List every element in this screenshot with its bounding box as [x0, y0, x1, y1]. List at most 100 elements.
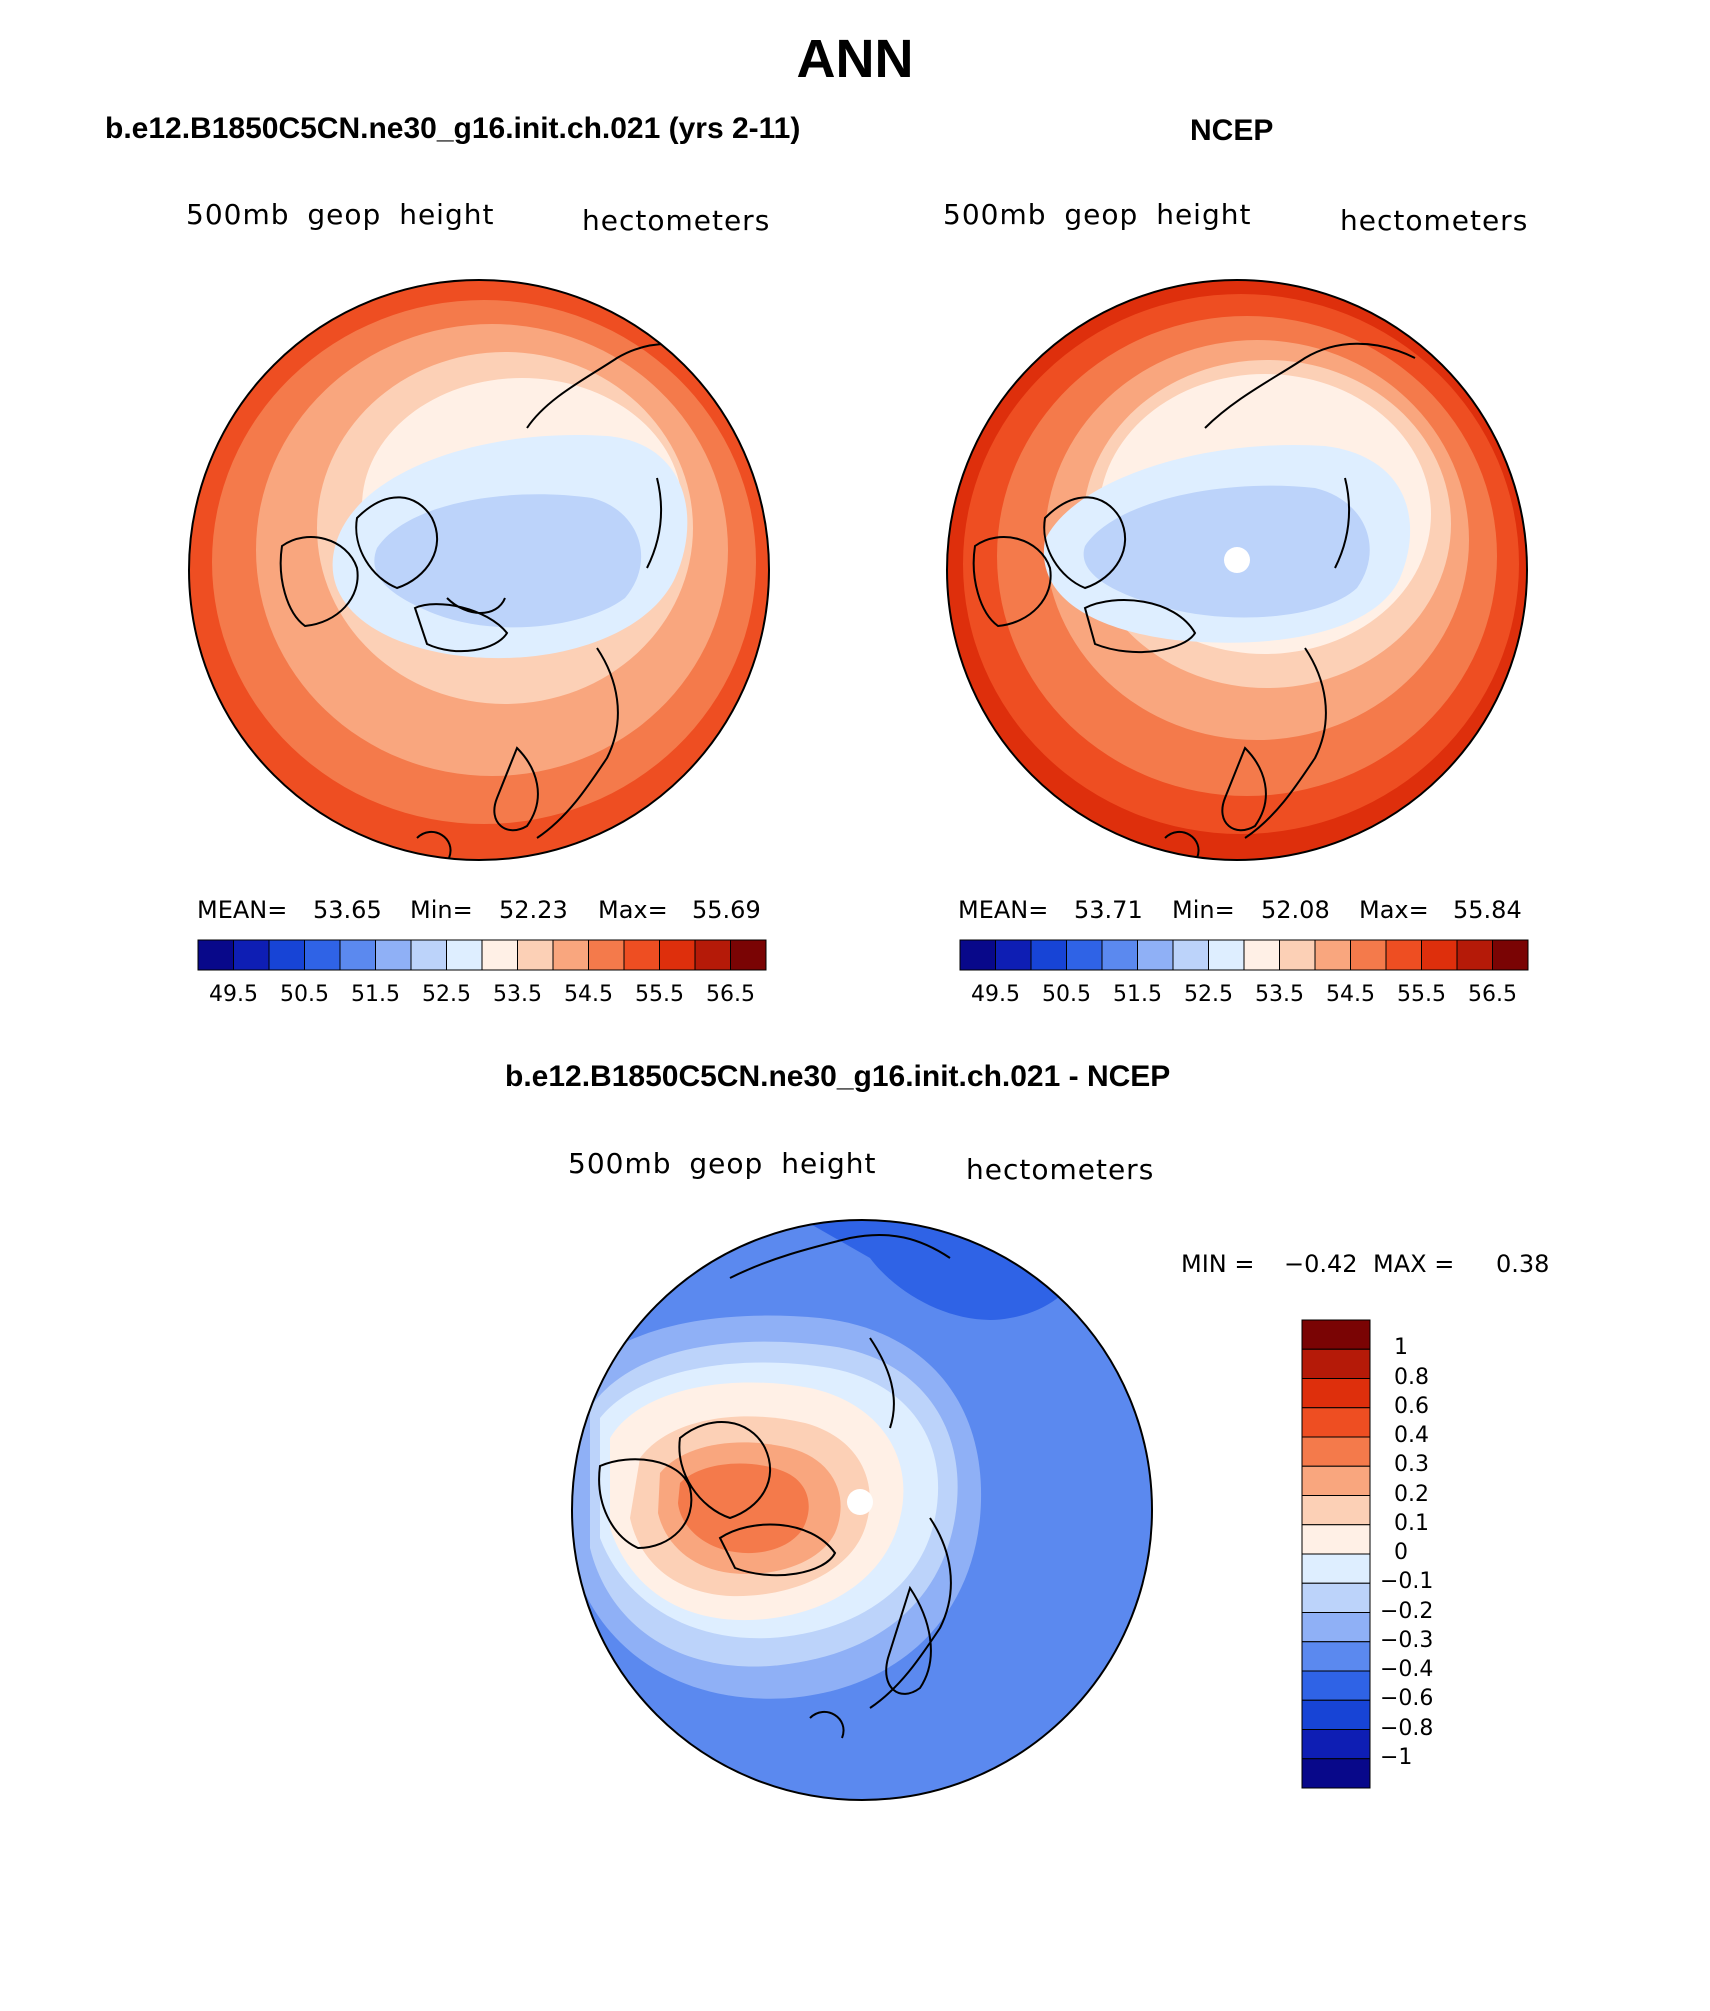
model-colorbar-box [410, 939, 447, 971]
diff-max-label: MAX = [1373, 1250, 1455, 1278]
obs-colorbar-tick-label: 53.5 [1255, 982, 1304, 1007]
diff-polar-map [571, 1219, 1153, 1801]
obs-colorbar-box [1172, 939, 1209, 971]
diff-colorbar-box [1301, 1495, 1371, 1526]
model-mean-value: 53.65 [313, 896, 382, 924]
obs-polar-map [946, 279, 1528, 861]
diff-band-0-4 [678, 1463, 809, 1554]
model-variable-label: 500mb geop height [186, 198, 495, 231]
obs-colorbar-tick-label: 56.5 [1468, 982, 1517, 1007]
obs-colorbar-tick-label: 49.5 [971, 982, 1020, 1007]
diff-colorbar [1301, 1319, 1371, 1789]
model-colorbar-tick-label: 49.5 [209, 982, 258, 1007]
diff-colorbar-tick-label: 0.4 [1394, 1423, 1429, 1448]
model-colorbar-box [623, 939, 660, 971]
diff-panel-title: b.e12.B1850C5CN.ne30_g16.init.ch.021 - N… [505, 1060, 1171, 1093]
diff-colorbar-tick-label: 0.1 [1394, 1510, 1429, 1536]
diff-coastlines [598, 1233, 952, 1739]
obs-colorbar-box [1314, 939, 1351, 971]
diff-colorbar-tick-label: −0.1 [1380, 1569, 1434, 1595]
diff-colorbar-tick-label: −0.8 [1380, 1715, 1434, 1741]
obs-colorbar-box [1243, 939, 1280, 971]
diff-colorbar-box [1301, 1524, 1371, 1555]
model-colorbar-box [694, 939, 731, 971]
obs-pole-marker [1224, 547, 1250, 573]
diff-colorbar-tick-label: −0.3 [1380, 1627, 1434, 1653]
obs-colorbar-box [1101, 939, 1138, 971]
diff-colorbar-tick-label: 0.2 [1394, 1481, 1429, 1507]
diff-colorbar-box [1301, 1348, 1371, 1379]
diff-max-value: 0.38 [1496, 1250, 1550, 1278]
obs-colorbar-tick-label: 54.5 [1326, 982, 1375, 1007]
obs-colorbar-box [1421, 939, 1458, 971]
diff-colorbar-ticks: 1 0.8 0.6 0.4 0.3 0.2 0.1 0 −0.1 −0.2 −0.3 −0.4 −0.6… [1380, 1320, 1480, 1788]
diff-colorbar-box [1301, 1670, 1371, 1701]
diff-min-value: −0.42 [1284, 1250, 1358, 1278]
diff-colorbar-box [1301, 1758, 1371, 1789]
diff-colorbar-box [1301, 1612, 1371, 1643]
obs-min-value: 52.08 [1261, 896, 1330, 924]
diff-colorbar-box [1301, 1553, 1371, 1584]
diff-colorbar-tick-label: 0.6 [1394, 1393, 1429, 1419]
obs-colorbar-tick-label: 51.5 [1113, 982, 1162, 1007]
model-colorbar-tick-label: 55.5 [635, 982, 684, 1007]
model-colorbar-box [481, 939, 518, 971]
obs-colorbar-box [1030, 939, 1067, 971]
diff-units-label: hectometers [966, 1153, 1155, 1186]
diff-colorbar-box [1301, 1582, 1371, 1613]
obs-colorbar-box [1350, 939, 1387, 971]
model-colorbar-tick-label: 50.5 [280, 982, 329, 1007]
model-colorbar-tick-label: 56.5 [706, 982, 755, 1007]
diff-colorbar-tick-label: −0.4 [1380, 1657, 1434, 1682]
obs-colorbar-tick-label: 55.5 [1397, 982, 1446, 1007]
obs-colorbar-box [1385, 939, 1422, 971]
model-colorbar-box [304, 939, 341, 971]
model-colorbar-box [730, 939, 767, 971]
model-units-label: hectometers [582, 204, 771, 237]
page-title: ANN [796, 29, 914, 89]
model-colorbar-box [517, 939, 554, 971]
diff-colorbar-tick-label: 0.3 [1394, 1452, 1429, 1478]
model-panel-title: b.e12.B1850C5CN.ne30_g16.init.ch.021 (yr… [105, 112, 801, 145]
diff-colorbar-tick-label: −1 [1380, 1744, 1413, 1770]
obs-colorbar-box [1492, 939, 1529, 971]
model-colorbar-box [375, 939, 412, 971]
diff-colorbar-box [1301, 1407, 1371, 1438]
model-colorbar-tick-label: 53.5 [493, 982, 542, 1007]
diff-colorbar-box [1301, 1641, 1371, 1672]
model-colorbar-box [339, 939, 376, 971]
model-colorbar-tick-label: 54.5 [564, 982, 613, 1007]
obs-colorbar [959, 939, 1529, 971]
diff-pole-marker [847, 1489, 873, 1515]
diff-colorbar-box [1301, 1465, 1371, 1496]
obs-colorbar-box [1456, 939, 1493, 971]
obs-colorbar-box [995, 939, 1032, 971]
obs-max-label: Max= [1359, 896, 1429, 924]
obs-units-label: hectometers [1340, 204, 1529, 237]
model-colorbar-ticks: 49.5 50.5 51.5 52.5 53.5 54.5 55.5 56.5 [198, 982, 766, 1012]
obs-colorbar-ticks: 49.5 50.5 51.5 52.5 53.5 54.5 55.5 56.5 [960, 982, 1528, 1012]
obs-colorbar-box [1208, 939, 1245, 971]
diff-colorbar-tick-label: 1 [1394, 1335, 1408, 1361]
obs-colorbar-tick-label: 50.5 [1042, 982, 1091, 1007]
model-colorbar-box [197, 939, 234, 971]
obs-mean-label: MEAN= [958, 896, 1049, 924]
model-colorbar-tick-label: 51.5 [351, 982, 400, 1007]
diff-colorbar-tick-label: 0.8 [1394, 1364, 1429, 1390]
obs-variable-label: 500mb geop height [943, 198, 1252, 231]
diff-colorbar-box [1301, 1699, 1371, 1730]
model-band-52-5 [374, 494, 642, 628]
model-max-value: 55.69 [692, 896, 761, 924]
model-colorbar-box [552, 939, 589, 971]
model-polar-map [188, 279, 770, 861]
diff-colorbar-box [1301, 1436, 1371, 1467]
obs-colorbar-box [1137, 939, 1174, 971]
obs-coastlines [972, 342, 1416, 859]
model-min-label: Min= [410, 896, 473, 924]
diff-colorbar-tick-label: 0 [1394, 1540, 1408, 1565]
model-min-value: 52.23 [499, 896, 568, 924]
obs-colorbar-tick-label: 52.5 [1184, 982, 1233, 1007]
obs-colorbar-box [1279, 939, 1316, 971]
model-colorbar-tick-label: 52.5 [422, 982, 471, 1007]
diff-colorbar-tick-label: −0.6 [1380, 1686, 1434, 1712]
